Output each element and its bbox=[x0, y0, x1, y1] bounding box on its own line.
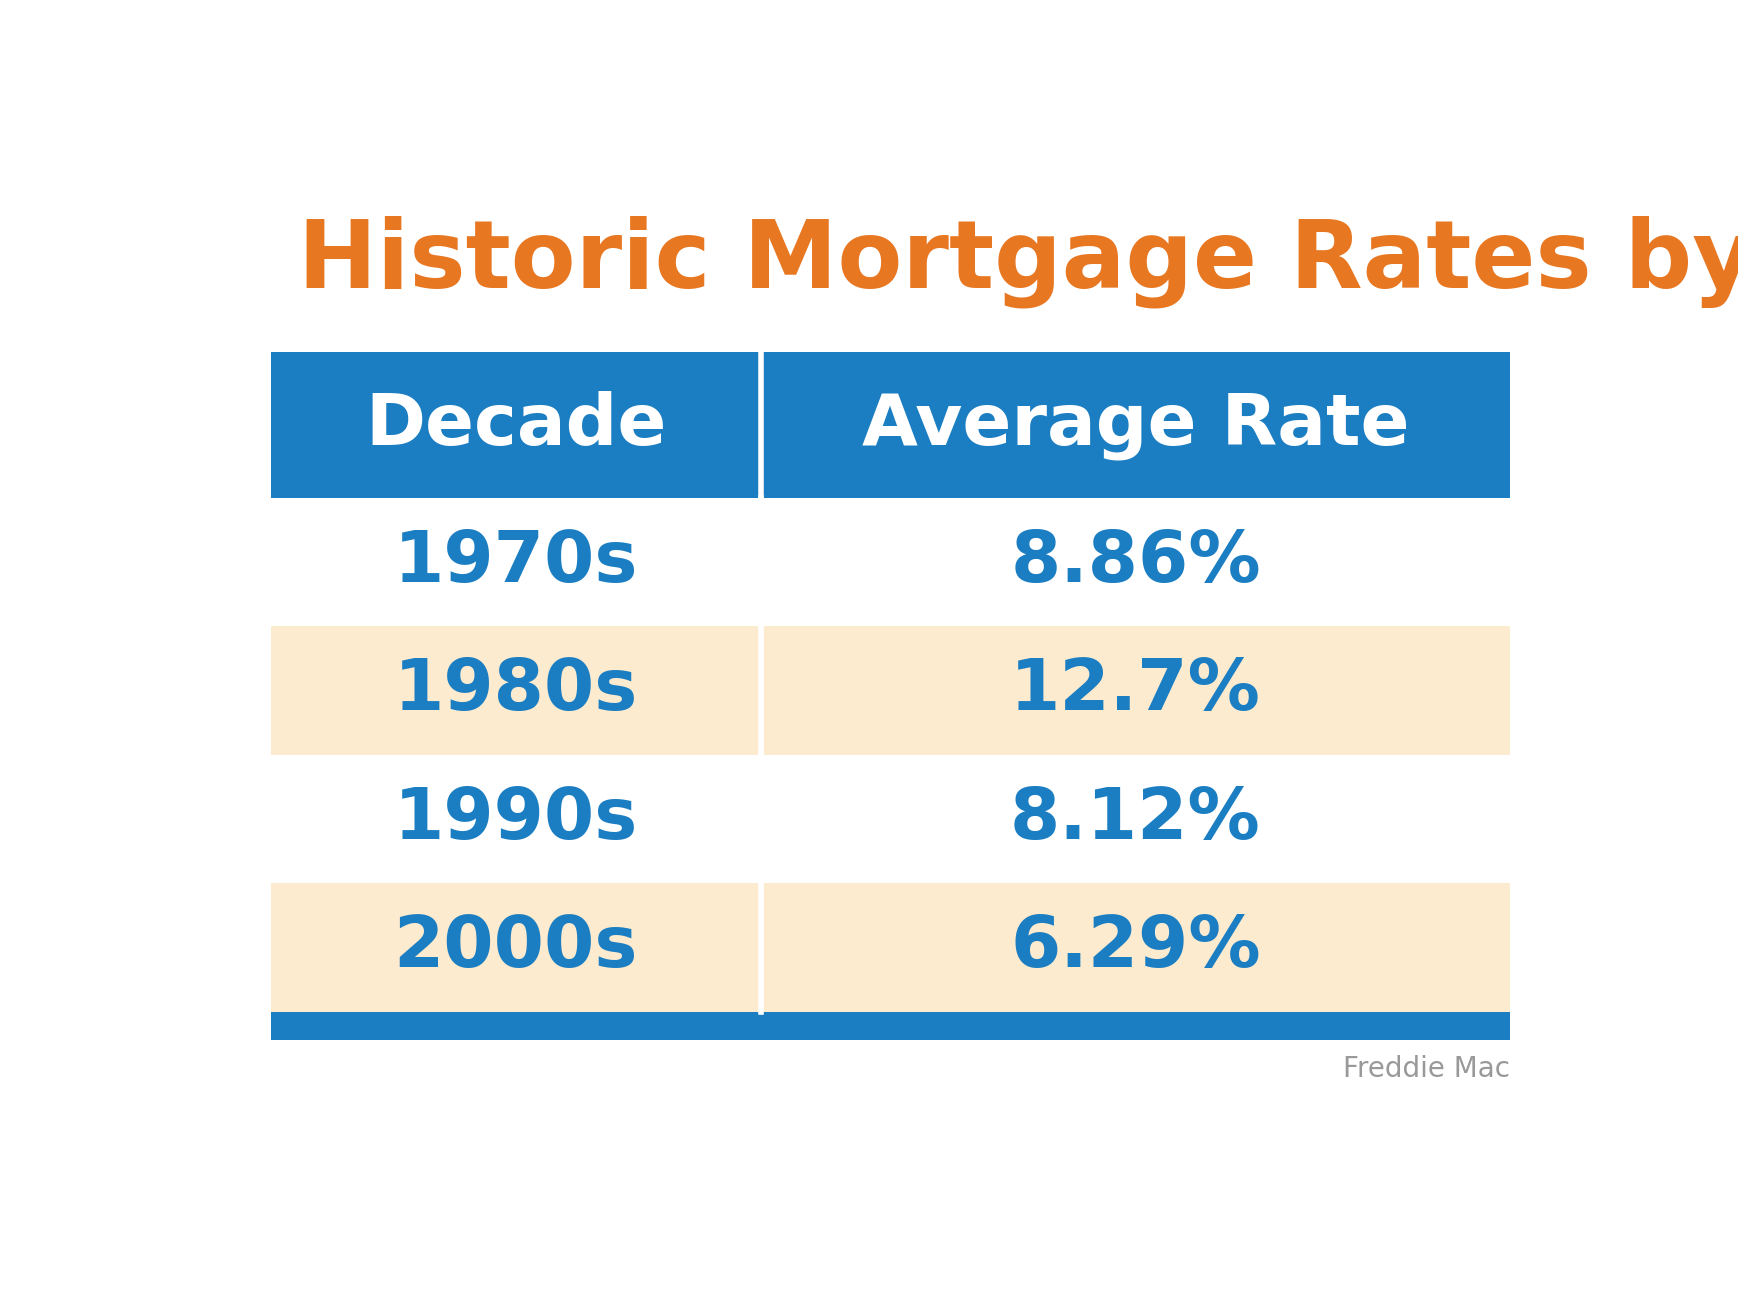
Text: Historic Mortgage Rates by Decade: Historic Mortgage Rates by Decade bbox=[299, 215, 1738, 308]
Text: 1990s: 1990s bbox=[395, 785, 638, 854]
Text: 6.29%: 6.29% bbox=[1010, 913, 1260, 982]
Text: 8.12%: 8.12% bbox=[1010, 785, 1260, 854]
Bar bbox=[271, 1012, 1510, 1041]
Text: 1970s: 1970s bbox=[395, 528, 638, 597]
Text: 12.7%: 12.7% bbox=[1010, 656, 1260, 725]
Bar bbox=[271, 755, 1510, 883]
Text: Average Rate: Average Rate bbox=[862, 391, 1410, 459]
Bar bbox=[271, 626, 1510, 755]
Text: Decade: Decade bbox=[365, 391, 667, 459]
Text: 2000s: 2000s bbox=[395, 913, 638, 982]
Bar bbox=[271, 352, 1510, 498]
Text: 8.86%: 8.86% bbox=[1010, 528, 1260, 597]
Text: Freddie Mac: Freddie Mac bbox=[1343, 1055, 1510, 1084]
Bar bbox=[271, 498, 1510, 626]
Text: 1980s: 1980s bbox=[395, 656, 638, 725]
Bar bbox=[271, 883, 1510, 1012]
